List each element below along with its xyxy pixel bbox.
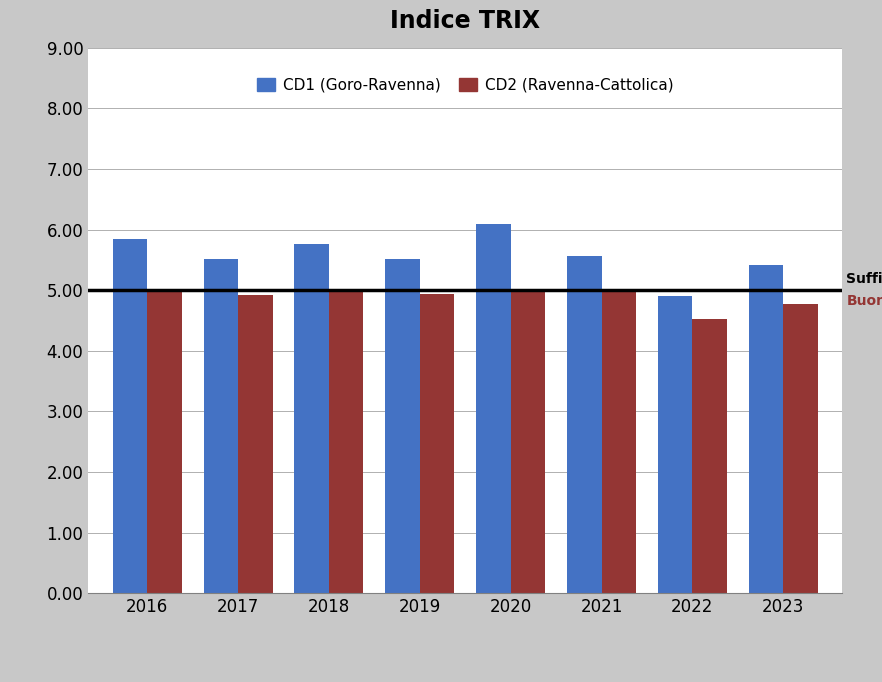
Bar: [204, 258, 238, 593]
Bar: [567, 256, 602, 593]
Bar: [511, 289, 545, 593]
Bar: [749, 265, 783, 593]
Bar: [783, 303, 818, 593]
Text: Buono: Buono: [847, 295, 882, 308]
Bar: [113, 239, 147, 593]
Bar: [295, 243, 329, 593]
Bar: [476, 224, 511, 593]
Bar: [602, 291, 636, 593]
Legend: CD1 (Goro-Ravenna), CD2 (Ravenna-Cattolica): CD1 (Goro-Ravenna), CD2 (Ravenna-Cattoli…: [250, 72, 680, 99]
Bar: [420, 295, 454, 593]
Title: Indice TRIX: Indice TRIX: [390, 10, 541, 33]
Bar: [329, 291, 363, 593]
Bar: [238, 295, 273, 593]
Text: Sufficiente: Sufficiente: [847, 272, 882, 286]
Bar: [692, 319, 727, 593]
Bar: [385, 258, 420, 593]
Bar: [147, 291, 182, 593]
Bar: [658, 296, 692, 593]
